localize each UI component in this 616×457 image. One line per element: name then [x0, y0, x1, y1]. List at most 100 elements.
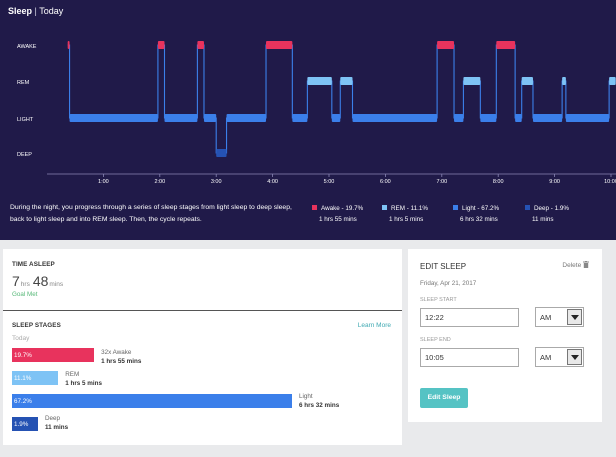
- stage-bar-label: 32x Awake 1 hrs 55 mins: [101, 348, 141, 366]
- ampm-value: AM: [540, 313, 552, 322]
- time-asleep-label: TIME ASLEEP: [12, 261, 55, 268]
- legend-label: REM - 11.1%: [391, 205, 428, 212]
- dropdown-arrow-icon: [567, 349, 582, 365]
- stage-bar-label: Deep 11 mins: [45, 414, 68, 432]
- stage-segment-light: [292, 114, 308, 122]
- edit-sleep-card: EDIT SLEEP Delete Friday, Apr 21, 2017 S…: [408, 249, 602, 422]
- divider: [3, 310, 402, 311]
- stage-segment-light: [515, 114, 522, 122]
- stage-duration: 1 hrs 5 mins: [65, 380, 102, 387]
- legend-label: Light - 67.2%: [462, 205, 500, 212]
- legend-duration: 1 hrs 5 mins: [389, 216, 424, 223]
- stage-segment-awake: [496, 41, 516, 49]
- sleep-hypnogram: AWAKE REM LIGHT DEEP 1:00 2:00 3:00 4:00 5:00 6:0…: [17, 41, 616, 185]
- sleep-start-label: SLEEP START: [420, 297, 457, 303]
- x-tick-label: 7:00: [436, 179, 447, 185]
- x-tick-label: 8:00: [493, 179, 504, 185]
- stage-caption: Light: [299, 393, 313, 400]
- stage-bar-label: Light 6 hrs 32 mins: [299, 392, 339, 410]
- stage-segment-light: [532, 114, 563, 122]
- x-tick-label: 2:00: [154, 179, 165, 185]
- edit-sleep-title: EDIT SLEEP: [420, 262, 467, 271]
- stage-segment-awake: [266, 41, 293, 49]
- stage-axis-label: LIGHT: [17, 117, 34, 123]
- stage-caption: Deep: [45, 415, 61, 422]
- stage-segment-light: [352, 114, 438, 122]
- stage-segment-rem: [307, 77, 332, 85]
- legend-rem: REM - 11.1% 1 hrs 5 mins: [382, 203, 428, 225]
- stage-transition-line: [67, 44, 616, 154]
- legend-label: Deep - 1.9%: [534, 205, 570, 212]
- x-tick-label: 4:00: [267, 179, 278, 185]
- x-tick-label: 1:00: [98, 179, 109, 185]
- sleep-stages-label: SLEEP STAGES: [12, 322, 61, 329]
- hours-unit: hrs: [20, 281, 30, 288]
- stage-segment-light: [69, 114, 158, 122]
- minutes-value: 48: [32, 273, 49, 289]
- stage-segment-rem: [340, 77, 353, 85]
- stage-segment-rem: [609, 77, 616, 85]
- page-title: Sleep | Today: [8, 6, 63, 16]
- legend-duration: 1 hrs 55 mins: [319, 216, 357, 223]
- legend-deep: Deep - 1.9% 11 mins: [525, 203, 569, 225]
- sleep-end-ampm-select[interactable]: AM: [535, 347, 584, 367]
- stage-duration: 6 hrs 32 mins: [299, 402, 340, 409]
- dropdown-arrow-icon: [567, 309, 582, 325]
- stage-segment-light: [565, 114, 610, 122]
- sleep-end-input[interactable]: 10:05: [420, 348, 519, 367]
- stage-bar-label: REM 1 hrs 5 mins: [65, 370, 102, 388]
- title-period: Today: [39, 6, 64, 16]
- stage-segment-light: [164, 114, 198, 122]
- stage-segment-rem: [463, 77, 481, 85]
- sleep-end-label: SLEEP END: [420, 337, 451, 343]
- sleep-date: Friday, Apr 21, 2017: [420, 280, 477, 287]
- legend-duration: 6 hrs 32 mins: [460, 216, 498, 223]
- stage-segment-light: [331, 114, 341, 122]
- x-tick-label: 10:00: [604, 179, 616, 185]
- stage-segment-awake: [157, 41, 165, 49]
- stage-axis-label: REM: [17, 80, 30, 86]
- legend-light: Light - 67.2% 6 hrs 32 mins: [453, 203, 499, 225]
- delete-button[interactable]: Delete: [562, 261, 589, 269]
- stage-segment-rem: [562, 77, 566, 85]
- goal-status: Goal Met: [12, 291, 38, 298]
- title-separator: |: [34, 6, 37, 16]
- ampm-value: AM: [540, 353, 552, 362]
- stage-segment-light: [454, 114, 464, 122]
- stage-bar-light: 67.2%: [12, 394, 292, 408]
- stage-segment-awake: [437, 41, 455, 49]
- stage-axis-label: AWAKE: [17, 44, 37, 50]
- x-tick-label: 6:00: [380, 179, 391, 185]
- stage-duration: 11 mins: [45, 424, 69, 431]
- stage-duration: 1 hrs 55 mins: [101, 358, 142, 365]
- stage-axis-label: DEEP: [17, 152, 32, 158]
- stage-caption: 32x Awake: [101, 349, 132, 356]
- legend-swatch: [312, 205, 317, 210]
- stages-period: Today: [12, 335, 30, 342]
- stage-segment-rem: [521, 77, 533, 85]
- minutes-unit: mins: [49, 281, 64, 288]
- stage-segment-light: [226, 114, 267, 122]
- stage-segment-light: [203, 114, 217, 122]
- hours-value: 7: [12, 273, 20, 289]
- time-asleep-value: 7hrs 48mins: [12, 273, 66, 291]
- legend-label: Awake - 19.7%: [321, 205, 364, 212]
- edit-sleep-button[interactable]: Edit Sleep: [420, 388, 468, 408]
- legend-swatch: [382, 205, 387, 210]
- stage-caption: REM: [65, 371, 80, 378]
- title-text: Sleep: [8, 6, 33, 16]
- x-tick-label: 3:00: [211, 179, 222, 185]
- stage-segment-deep: [216, 149, 227, 157]
- delete-label: Delete: [562, 262, 582, 269]
- learn-more-link[interactable]: Learn More: [357, 322, 391, 329]
- legend-swatch: [525, 205, 530, 210]
- legend-awake: Awake - 19.7% 1 hrs 55 mins: [312, 203, 363, 225]
- sleep-start-ampm-select[interactable]: AM: [535, 307, 584, 327]
- x-tick-label: 5:00: [324, 179, 335, 185]
- stages-description: During the night, you progress through a…: [10, 204, 292, 223]
- legend-duration: 11 mins: [532, 216, 554, 223]
- sleep-start-input[interactable]: 12:22: [420, 308, 519, 327]
- x-tick-label: 9:00: [549, 179, 560, 185]
- stage-bar-awake: 19.7%: [12, 348, 95, 362]
- stage-segment-awake: [67, 41, 70, 49]
